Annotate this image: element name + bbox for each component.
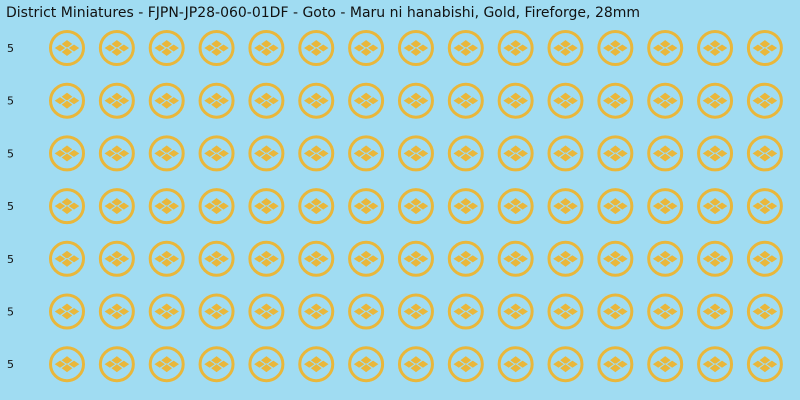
decal-row: 5 [7,82,783,119]
decal-row: 5 [7,346,783,383]
row-label: 5 [7,42,14,55]
row-label: 5 [7,306,14,319]
decal-row: 5 [7,30,783,66]
decal-row: 5 [7,188,783,225]
decal-row: 5 [7,135,783,172]
sheet-title: District Miniatures - FJPN-JP28-060-01DF… [6,5,640,21]
row-label: 5 [7,253,14,266]
decal-row: 5 [7,240,783,277]
row-label: 5 [7,95,14,108]
row-label: 5 [7,358,14,371]
decal-row: 5 [7,293,783,330]
rows: 5 5 5 5 5 5 5 [7,30,783,383]
row-label: 5 [7,147,14,160]
row-label: 5 [7,200,14,213]
